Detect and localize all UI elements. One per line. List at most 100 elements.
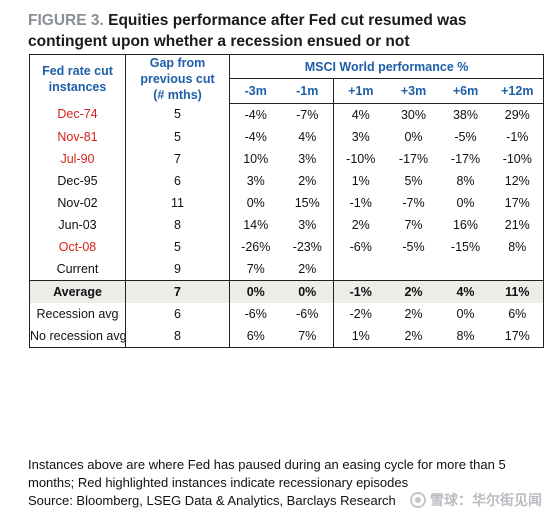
cell-p12 <box>491 257 545 280</box>
cell-p6: -5% <box>454 129 477 144</box>
table-row: Oct-08 5 -26% -23% -6% -5% -15% 8% <box>29 235 545 258</box>
cell-label: Nov-02 <box>29 191 126 214</box>
cell-p6 <box>440 258 492 281</box>
footnote: Instances above are where Fed has paused… <box>28 456 543 510</box>
cell-p6: 4% <box>439 279 492 303</box>
figure-label: FIGURE 3. <box>28 12 104 29</box>
cell-label: Jul-90 <box>29 147 126 170</box>
cell-label: Oct-08 <box>29 235 126 258</box>
cell-gap: 8 <box>125 213 230 236</box>
cell-p3: -17% <box>398 151 429 166</box>
cell-m3: 14% <box>243 217 269 232</box>
cell-gap: 8 <box>125 324 230 348</box>
cell-m3: 6% <box>229 324 282 348</box>
cell-p3 <box>388 258 440 281</box>
cell-m1: 0% <box>281 279 334 303</box>
cell-m1: 2% <box>281 257 334 280</box>
cell-m3: -4% <box>244 129 267 144</box>
cell-p3: 5% <box>404 173 423 188</box>
table-row: Dec-74 5 -4% -7% 4% 30% 38% 29% <box>29 103 545 126</box>
footnote-note: Instances above are where Fed has paused… <box>28 457 506 490</box>
cell-m1: -23% <box>281 235 334 258</box>
cell-m3: -26% <box>241 239 271 254</box>
performance-table: Fed rate cut instances Gap from previous… <box>29 53 545 348</box>
cell-p1 <box>334 258 388 281</box>
cell-p1: -1% <box>333 279 388 303</box>
cell-p6: 16% <box>452 217 479 232</box>
group-header-msci: MSCI World performance % <box>229 53 545 79</box>
snowball-logo-icon <box>410 492 426 508</box>
cell-p1: -1% <box>349 195 372 210</box>
cell-p12: 11% <box>491 279 545 303</box>
cell-m3: 0% <box>229 279 282 303</box>
header-row: Fed rate cut instances Gap from previous… <box>29 53 545 103</box>
cell-label: Recession avg <box>29 302 126 325</box>
cell-m3: -6% <box>244 306 267 321</box>
summary-row: Recession avg 6 -6% -6% -2% 2% 0% 6% <box>29 302 545 325</box>
sub-header-p3: +3m <box>387 78 440 104</box>
col-header-gap: Gap from previous cut (# mths) <box>125 54 230 103</box>
subheader-row: -3m -1m +1m +3m +6m +12m <box>30 78 545 104</box>
cell-m3: 7% <box>246 261 265 276</box>
cell-label: Average <box>29 279 126 303</box>
sub-header-p12: +12m <box>491 78 545 104</box>
sub-header-p6: +6m <box>439 78 492 104</box>
cell-p1: 1% <box>351 173 370 188</box>
cell-m1: 4% <box>281 125 334 148</box>
cell-m1: 2% <box>281 169 334 192</box>
watermark-text: 雪球：华尔街见闻 <box>430 492 542 508</box>
cell-m3: 3% <box>246 173 265 188</box>
cell-label: Dec-95 <box>29 169 126 192</box>
summary-row: No recession avg 8 6% 7% 1% 2% 8% 17% <box>29 324 545 348</box>
cell-m1: 7% <box>281 324 334 348</box>
cell-p12: -10% <box>491 147 545 170</box>
sub-header-m3: -3m <box>229 78 282 104</box>
cell-p3: 2% <box>404 306 423 321</box>
cell-m1: -6% <box>281 302 334 325</box>
watermark: 雪球：华尔街见闻 <box>410 490 542 510</box>
cell-p3: 30% <box>400 107 427 122</box>
summary-row: Average 7 0% 0% -1% 2% 4% 11% <box>29 279 545 303</box>
cell-p1: 4% <box>351 107 370 122</box>
cell-p12: -1% <box>491 125 545 148</box>
cell-p12: 8% <box>491 235 545 258</box>
table-row: Nov-81 5 -4% 4% 3% 0% -5% -1% <box>29 125 545 148</box>
cell-m1: -7% <box>281 103 334 126</box>
cell-p1: 1% <box>333 324 388 348</box>
cell-gap: 7 <box>125 147 230 170</box>
cell-gap: 9 <box>125 257 230 280</box>
table-row: Nov-02 11 0% 15% -1% -7% 0% 17% <box>29 191 545 214</box>
cell-gap: 7 <box>125 279 230 303</box>
cell-p6: 0% <box>456 195 475 210</box>
cell-p6: 38% <box>452 107 479 122</box>
cell-p6: 0% <box>456 306 475 321</box>
cell-m1: 3% <box>281 147 334 170</box>
table-row: Jun-03 8 14% 3% 2% 7% 16% 21% <box>29 213 545 236</box>
col-header-instances: Fed rate cut instances <box>29 54 126 103</box>
table-row: Jul-90 7 10% 3% -10% -17% -17% -10% <box>29 147 545 170</box>
cell-gap: 6 <box>125 169 230 192</box>
cell-p12: 29% <box>491 103 545 126</box>
cell-p1: 3% <box>351 129 370 144</box>
cell-label: No recession avg <box>29 324 127 348</box>
cell-m3: 0% <box>246 195 265 210</box>
sub-header-p1: +1m <box>333 78 388 104</box>
table-row: Dec-95 6 3% 2% 1% 5% 8% 12% <box>29 169 545 192</box>
cell-p3: 2% <box>387 279 440 303</box>
cell-p3: 7% <box>404 217 423 232</box>
cell-m3: 10% <box>243 151 269 166</box>
cell-p6: 8% <box>456 173 475 188</box>
figure-title: FIGURE 3. Equities performance after Fed… <box>28 10 548 52</box>
cell-label: Nov-81 <box>29 125 126 148</box>
cell-p12: 12% <box>491 169 545 192</box>
cell-gap: 5 <box>125 103 230 126</box>
table-row: Current 9 7% 2% <box>29 257 545 281</box>
cell-p6: -15% <box>450 239 481 254</box>
cell-p1: 2% <box>351 217 370 232</box>
cell-p3: 2% <box>387 324 440 348</box>
cell-p12: 6% <box>491 302 545 325</box>
cell-p12: 21% <box>491 213 545 236</box>
cell-gap: 11 <box>125 191 230 214</box>
cell-p12: 17% <box>491 324 545 348</box>
cell-label: Dec-74 <box>29 103 126 126</box>
